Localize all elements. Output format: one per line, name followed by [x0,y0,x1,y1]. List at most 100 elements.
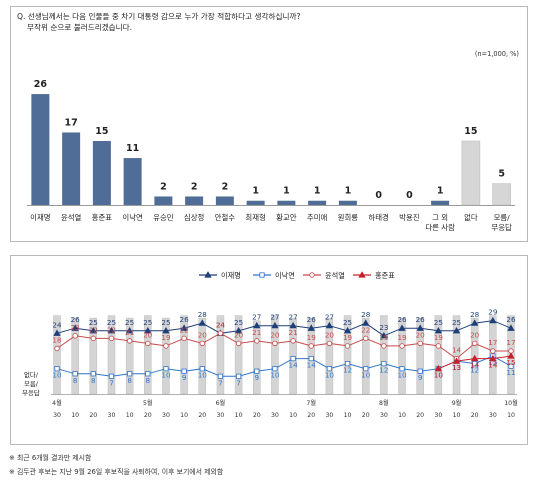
bar-value-label: 0 [375,190,382,201]
series-line-1 [56,355,512,377]
series-label-2: 19 [379,333,389,342]
series-marker-1 [508,363,514,369]
no-answer-bar [343,315,352,395]
week-label: 20 [307,412,315,419]
series-label-1: 9 [254,373,259,382]
bar-value-label: 26 [34,79,48,90]
series-label-1: 9 [182,373,187,382]
no-answer-label: 모름/ [24,380,39,388]
series-label-2: 18 [52,335,62,344]
bar-category-label: 이낙연 [122,213,143,222]
series-marker-0 [343,326,352,334]
week-label: 30 [162,412,170,419]
bar-value-label: 2 [191,181,198,192]
series-label-1: 10 [52,371,62,380]
bar-category-label: 황교안 [276,213,297,222]
series-label-1: 12 [343,366,352,375]
legend-marker [309,272,315,278]
series-line-0 [56,320,512,337]
bar-value-label: 1 [314,186,321,197]
series-label-1: 10 [361,371,371,380]
no-answer-bar [89,317,98,395]
bar-15 [492,183,511,206]
series-marker-3 [452,357,461,364]
series-label-2: 20 [143,330,153,339]
week-label: 30 [434,412,442,419]
series-label-0: 26 [397,315,407,324]
week-label: 10 [289,412,297,419]
series-marker-1 [399,366,405,372]
series-label-1: 12 [379,366,388,375]
bar-13 [431,200,450,205]
no-answer-label: 무응답 [22,389,40,397]
no-answer-bar [452,315,461,395]
no-answer-bar [53,315,61,395]
series-marker-2 [72,333,78,339]
series-marker-2 [272,340,278,347]
series-label-1: 7 [109,378,114,387]
bar-category-label: 하태경 [368,213,388,222]
series-label-1: 10 [325,371,335,380]
no-answer-bar [125,317,134,395]
legend-label: 홍준표 [375,271,395,280]
series-marker-0 [180,324,188,331]
bar-value-label: 15 [95,126,108,137]
week-label: 30 [380,412,388,419]
series-label-1: 8 [127,376,132,385]
series-marker-2 [290,338,296,344]
no-answer-bar [180,315,188,395]
no-answer-bar [253,320,261,395]
series-marker-1 [90,371,96,377]
bar-value-label: 17 [65,117,78,128]
series-marker-2 [417,340,423,347]
series-label-1: 8 [91,376,96,385]
series-marker-3 [434,364,443,372]
series-label-0: 26 [416,315,426,324]
no-answer-bar [271,315,279,395]
series-marker-0 [325,321,334,329]
footnote-candidate-withdrawal: ※ 김두관 후보는 지난 9월 26일 후보직을 사퇴하여, 이후 보기에서 제… [9,468,224,476]
series-marker-2 [181,335,187,342]
legend-label: 윤석열 [325,271,345,280]
series-line-2 [56,332,511,360]
series-label-2: 22 [89,325,98,334]
week-label: 30 [271,412,279,419]
no-answer-bar [361,317,370,395]
series-marker-0 [198,319,206,326]
series-label-1: 10 [434,371,444,380]
series-marker-2 [126,338,133,344]
series-label-0: 27 [252,313,261,322]
series-label-3: 14 [470,361,480,370]
series-marker-1 [344,361,351,367]
series-label-0: 27 [289,313,298,322]
no-answer-bar [144,315,152,395]
bar-category-label: 없다 [464,213,478,222]
bar-category-label: 유승민 [153,213,174,222]
series-marker-0 [125,326,134,334]
bar-0 [31,94,50,205]
week-label: 30 [108,412,116,419]
series-marker-0 [398,324,406,331]
series-marker-2 [435,343,442,349]
series-marker-0 [53,329,61,336]
bar-category-label: 무응답 [491,223,512,232]
week-label: 30 [53,412,61,419]
bar-7 [246,200,265,205]
series-marker-3 [507,352,515,359]
series-marker-0 [253,321,261,329]
month-label: 5월 [143,399,153,407]
no-answer-bar [162,317,170,395]
bar-category-label: 이재명 [30,213,50,222]
series-marker-0 [144,326,152,334]
series-label-1: 8 [73,376,78,385]
week-label: 20 [416,412,424,419]
series-label-3: 13 [452,363,461,372]
week-label: 20 [471,412,479,419]
bar-14 [461,140,481,206]
series-label-2: 19 [307,333,317,342]
series-marker-2 [381,343,387,349]
series-label-2: 24 [216,320,226,329]
bar-4 [154,196,173,205]
series-label-2: 21 [289,328,298,337]
series-label-0: 25 [434,318,443,327]
